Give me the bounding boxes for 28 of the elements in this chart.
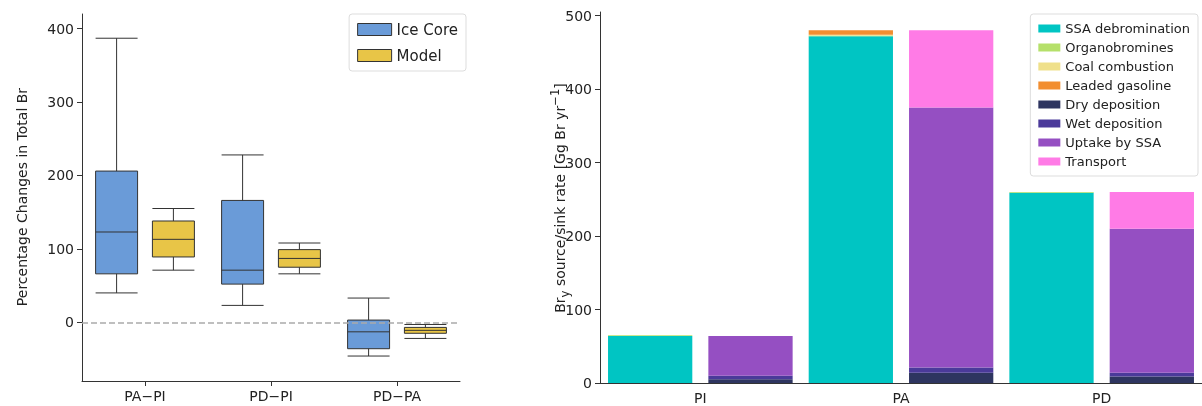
- legend-label: Coal combustion: [1065, 59, 1174, 74]
- legend-label: Dry deposition: [1065, 97, 1161, 112]
- legend-label: Wet deposition: [1065, 116, 1163, 131]
- y-tick-label: 200: [47, 167, 74, 184]
- legend-label: Model: [396, 46, 442, 65]
- y-tick-label: 200: [565, 228, 592, 245]
- legend-label: Leaded gasoline: [1065, 78, 1172, 93]
- x-tick-label: PD−PI: [249, 388, 293, 404]
- y-tick-label: 0: [583, 375, 592, 391]
- legend-label: Transport: [1064, 154, 1127, 169]
- legend-label: Organobromines: [1065, 40, 1174, 55]
- legend-label: Ice Core: [396, 20, 459, 39]
- y-axis-title: Percentage Changes in Total Br: [14, 87, 30, 307]
- y-tick-label: 0: [65, 314, 74, 331]
- x-tick-label: PI: [694, 390, 707, 406]
- y-tick-label: 100: [47, 240, 74, 257]
- y-tick-label: 400: [565, 81, 592, 98]
- legend-label: Uptake by SSA: [1065, 135, 1162, 150]
- legend-label: SSA debromination: [1065, 21, 1190, 36]
- x-tick-label: PA−PI: [124, 388, 166, 404]
- x-tick-label: PD: [1092, 390, 1112, 406]
- y-tick-label: 300: [47, 94, 74, 111]
- y-tick-label: 400: [47, 20, 74, 37]
- x-tick-label: PA: [892, 390, 910, 406]
- x-tick-label: PD−PA: [372, 388, 422, 404]
- y-tick-label: 100: [565, 301, 592, 318]
- y-tick-label: 300: [565, 154, 592, 171]
- y-tick-label: 500: [565, 7, 592, 24]
